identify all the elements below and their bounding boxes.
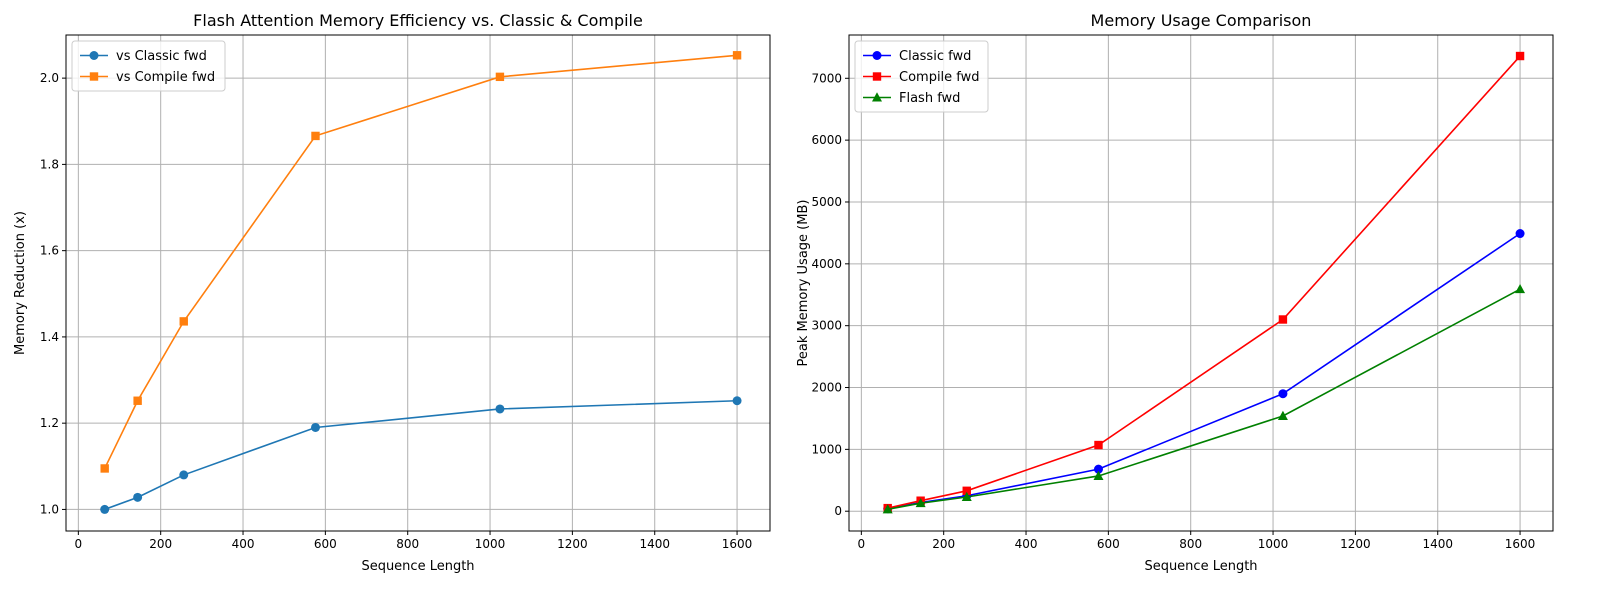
y-tick-label: 7000 [811,71,842,85]
legend-item-vs-compile-fwd: vs Compile fwd [80,70,215,85]
y-tick-label: 4000 [811,257,842,271]
legend: Classic fwd Compile fwd Flash fwd [854,40,989,113]
x-tick-label: 1000 [1258,537,1289,551]
x-tick-label: 200 [932,537,955,551]
chart-memory-usage: 0 200 400 600 800 1000 1200 1400 1600 0 1000 2000 30… [796,11,1554,574]
legend-label: Flash fwd [899,91,960,106]
legend-marker [872,92,882,102]
y-tick-label: 5000 [811,195,842,209]
data-point [310,422,320,432]
legend-item-compile-fwd: Compile fwd [863,70,980,85]
legend-marker [89,72,99,81]
data-point [100,464,109,473]
data-point [179,470,189,480]
legend-label: vs Classic fwd [116,49,207,64]
chart-memory-reduction: 0 200 400 600 800 1000 1200 1400 1600 1.0 1.2 1.4 1.… [13,11,771,574]
data-point [179,317,188,326]
legend: vs Classic fwd vs Compile fwd [71,40,226,92]
legend-item-classic-fwd: Classic fwd [863,49,971,64]
series-vs-compile-fwd [100,51,742,473]
x-tick-label: 600 [314,537,337,551]
x-tick-label: 1200 [1340,537,1371,551]
legend-item-vs-classic-fwd: vs Classic fwd [80,49,207,64]
data-point [915,497,926,508]
data-point [1515,51,1525,61]
y-tick-label: 2000 [811,381,842,395]
y-tick-label: 1.6 [40,244,59,258]
x-tick-label: 200 [149,537,172,551]
y-axis-label: Memory Reduction (x) [13,211,28,355]
series-flash-fwd [882,283,1526,514]
y-tick-label: 6000 [811,133,842,147]
x-tick-label: 1200 [557,537,588,551]
x-tick-label: 400 [232,537,255,551]
data-point [100,504,110,514]
data-point [1093,470,1104,480]
series-line-vs-classic-fwd [104,399,738,511]
data-point [732,396,742,406]
legend-marker [872,51,882,60]
data-point [495,404,505,414]
chart-title: Memory Usage Comparison [1091,11,1312,30]
y-tick-label: 1000 [811,442,842,456]
data-point [1094,440,1103,450]
data-point [495,72,505,82]
x-tick-label: 0 [75,537,83,551]
data-point [962,486,971,496]
x-tick-label: 400 [1015,537,1038,551]
x-tick-label: 600 [1097,537,1120,551]
data-point [1093,464,1103,474]
x-tick-label: 0 [858,537,866,551]
axes-frame [848,34,1554,532]
x-tick-label: 800 [1179,537,1202,551]
legend-box [71,40,226,92]
x-tick-label: 800 [396,537,419,551]
data-point [961,491,972,501]
legend-label: Classic fwd [899,49,971,64]
legend-marker [89,51,99,60]
data-point [1278,389,1288,399]
x-tick-label: 1000 [475,537,506,551]
series-line-vs-compile-fwd [103,54,738,469]
series-line-flash-fwd [887,288,1521,511]
series-vs-classic-fwd [100,396,742,514]
data-point [1277,410,1288,420]
x-axis-label: Sequence Length [1144,559,1257,574]
chart-title: Flash Attention Memory Efficiency vs. Cl… [193,11,643,30]
y-axis-label: Peak Memory Usage (MB) [796,200,811,367]
legend-label: vs Compile fwd [116,70,215,85]
y-tick-label: 0 [834,504,842,518]
legend-marker [872,72,882,81]
data-point [882,504,893,514]
y-tick-label: 2.0 [40,71,59,85]
data-point [133,492,143,502]
x-tick-label: 1600 [722,537,753,551]
x-axis-label: Sequence Length [361,559,474,574]
data-point [1515,283,1526,294]
data-point [311,131,320,141]
data-point [1278,315,1288,324]
legend-box [854,40,989,113]
y-tick-label: 1.8 [40,157,59,171]
legend-label: Compile fwd [899,70,980,85]
series-line-compile-fwd [887,55,1521,509]
data-point [732,51,742,60]
y-tick-label: 1.4 [40,330,59,344]
y-tick-label: 1.0 [40,502,59,516]
x-tick-label: 1400 [1422,537,1453,551]
y-tick-label: 1.2 [40,416,59,430]
legend-item-flash-fwd: Flash fwd [863,91,960,106]
y-tick-label: 3000 [811,319,842,333]
data-point [133,396,142,405]
data-point [1515,229,1525,239]
x-tick-label: 1600 [1505,537,1536,551]
axes-frame [65,34,771,532]
x-tick-label: 1400 [639,537,670,551]
